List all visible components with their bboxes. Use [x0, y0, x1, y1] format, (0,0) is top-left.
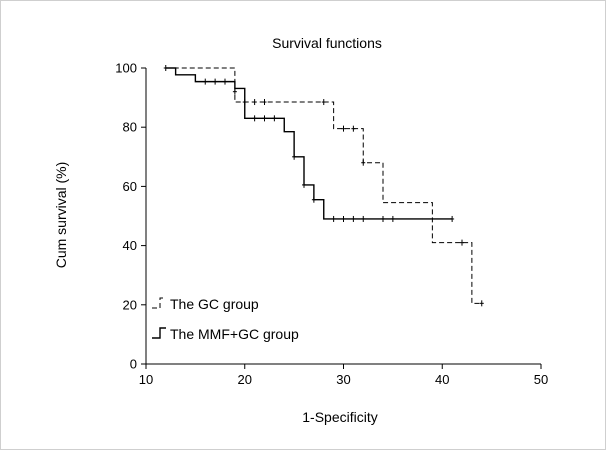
chart-title: Survival functions — [272, 35, 382, 51]
x-tick-label: 10 — [139, 372, 153, 387]
y-tick-label: 0 — [130, 357, 137, 372]
legend-label-mmf: The MMF+GC group — [170, 326, 299, 342]
y-tick-label: 80 — [123, 120, 137, 135]
legend-swatch-mmf — [152, 327, 166, 339]
y-tick-label: 60 — [123, 179, 137, 194]
plot-area — [163, 65, 484, 307]
axes: 10 20 30 40 50 0 20 40 60 80 100 — [115, 61, 548, 388]
x-tick-label: 20 — [238, 372, 252, 387]
y-tick-label: 100 — [115, 61, 137, 76]
y-tick-label: 40 — [123, 238, 137, 253]
legend-label-gc: The GC group — [170, 296, 259, 312]
x-axis-title: 1-Specificity — [302, 409, 377, 425]
legend-swatch-gc — [152, 297, 166, 309]
legend: The GC group The MMF+GC group — [152, 296, 299, 342]
x-tick-label: 30 — [336, 372, 350, 387]
x-tick-label: 50 — [534, 372, 548, 387]
x-tick-label: 40 — [435, 372, 449, 387]
y-axis-title: Cum survival (%) — [53, 162, 69, 269]
y-tick-label: 20 — [123, 297, 137, 312]
series-mmf-line — [165, 67, 453, 220]
